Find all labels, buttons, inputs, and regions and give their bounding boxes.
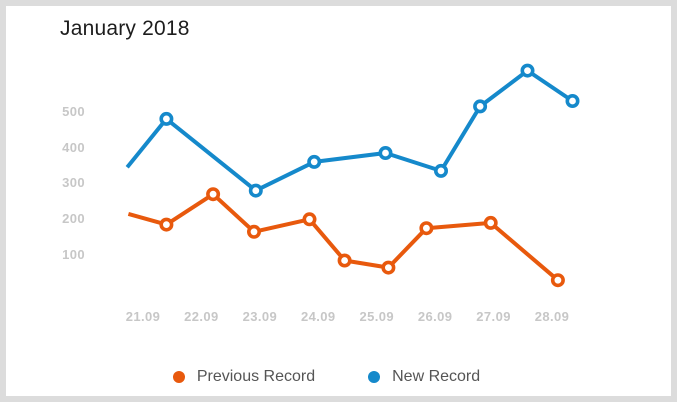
x-axis-tick-label: 28.09 bbox=[534, 309, 570, 324]
data-point-marker bbox=[302, 212, 317, 227]
data-point-marker bbox=[378, 146, 393, 161]
data-point-marker bbox=[565, 94, 580, 109]
x-axis-tick-label: 27.09 bbox=[476, 309, 511, 324]
previous-record-line bbox=[127, 192, 560, 282]
line-chart-plot-area: 100 200 300 400 500 21.09 22.09 23.09 24.09 25.0… bbox=[6, 6, 671, 396]
data-point-marker bbox=[206, 187, 221, 202]
data-point-marker bbox=[381, 260, 396, 275]
legend-item-previous-record[interactable]: Previous Record bbox=[172, 368, 316, 386]
legend-label: Previous Record bbox=[196, 368, 316, 385]
data-point-marker bbox=[247, 224, 262, 239]
data-point-marker bbox=[483, 215, 498, 230]
legend-color-dot-icon bbox=[368, 371, 381, 383]
x-axis-tick-label: 21.09 bbox=[125, 309, 161, 324]
x-axis-tick-label: 25.09 bbox=[359, 309, 394, 324]
y-axis-tick-label: 300 bbox=[62, 175, 85, 191]
data-point-marker bbox=[248, 183, 263, 198]
x-axis-tick-label: 22.09 bbox=[184, 309, 219, 324]
legend-label: New Record bbox=[392, 368, 481, 385]
chart-canvas bbox=[125, 63, 580, 288]
new-record-line bbox=[125, 68, 574, 193]
data-point-marker bbox=[473, 99, 488, 114]
data-point-marker bbox=[419, 221, 434, 236]
data-point-marker bbox=[337, 253, 352, 268]
data-point-marker bbox=[433, 163, 448, 178]
y-axis-tick-label: 100 bbox=[62, 247, 85, 263]
y-axis-tick-label: 200 bbox=[62, 211, 85, 227]
data-point-marker bbox=[550, 273, 565, 288]
legend-item-new-record[interactable]: New Record bbox=[368, 368, 480, 386]
y-axis-tick-label: 500 bbox=[62, 103, 85, 119]
x-axis-tick-label: 26.09 bbox=[417, 309, 453, 324]
chart-card: January 2018 100 200 300 400 500 21.09 22.09 2… bbox=[6, 6, 671, 396]
legend-color-dot-icon bbox=[172, 371, 185, 383]
x-axis-tick-label: 23.09 bbox=[242, 309, 278, 324]
data-point-marker bbox=[159, 111, 174, 126]
chart-legend: Previous Record New Record bbox=[6, 364, 659, 390]
data-point-marker bbox=[159, 217, 174, 232]
data-point-marker bbox=[520, 63, 535, 78]
x-axis-tick-label: 24.09 bbox=[301, 309, 336, 324]
data-point-marker bbox=[307, 154, 322, 169]
y-axis-tick-label: 400 bbox=[62, 139, 85, 155]
chart-title: January 2018 bbox=[60, 17, 190, 40]
